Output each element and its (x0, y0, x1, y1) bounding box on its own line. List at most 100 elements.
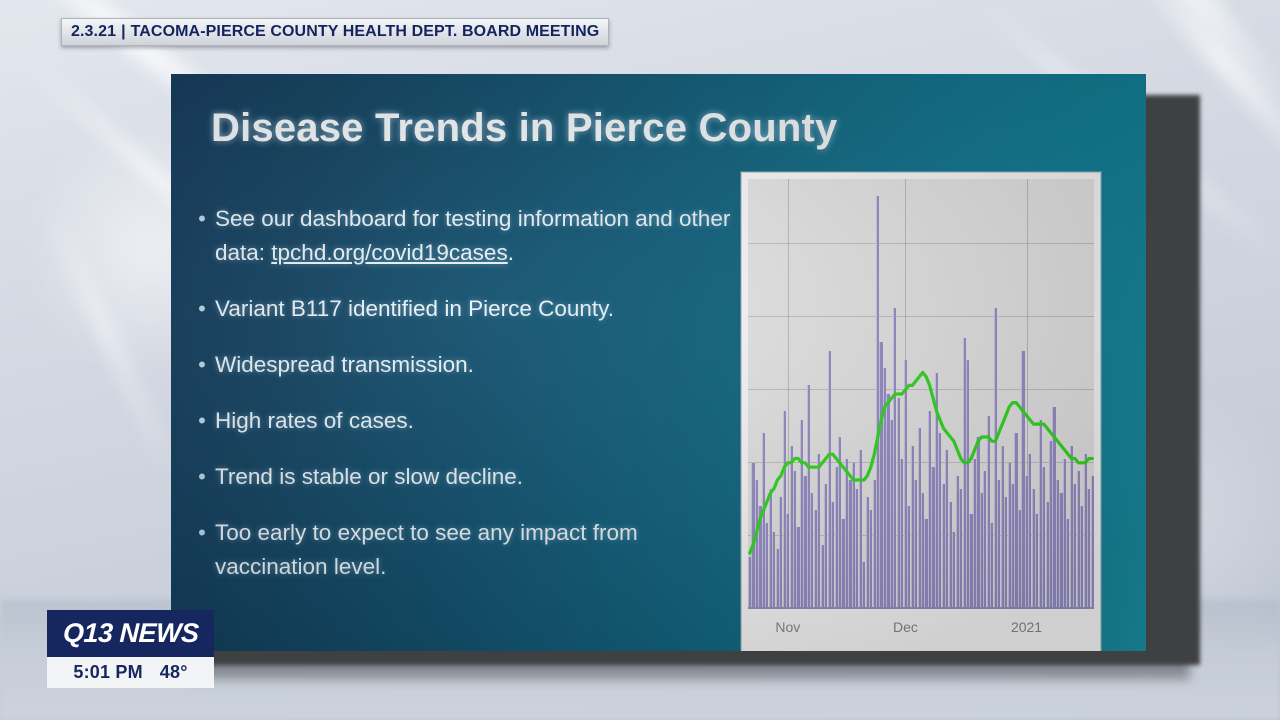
chart-bar (803, 475, 807, 609)
chart-bar (886, 394, 890, 609)
chart-bar (965, 359, 970, 609)
chart-gridline (787, 179, 789, 609)
headline-title: TACOMA-PIERCE COUNTY HEALTH DEPT. BOARD … (130, 23, 600, 40)
chart-bar (813, 510, 817, 609)
chart-bar (817, 454, 821, 609)
chart-bar (1076, 471, 1080, 609)
chart-bar (986, 415, 990, 609)
chart-bar (1080, 505, 1084, 609)
chart-x-axis: Nov Dec 2021 (748, 609, 1094, 649)
chart-bar (983, 471, 987, 609)
headline-banner: 2.3.21 | TACOMA-PIERCE COUNTY HEALTH DEP… (61, 18, 610, 46)
bullet-marker-icon: • (198, 352, 206, 377)
chart-bar (882, 368, 887, 609)
chart-bar (775, 548, 779, 609)
chart-gridline (748, 461, 1094, 463)
chart-bar (779, 497, 783, 609)
chart-bar (938, 432, 942, 609)
chart-bar (914, 480, 918, 609)
chart-bar (768, 488, 772, 609)
chart-x-tick-label: Nov (775, 619, 801, 635)
station-logo: Q13 NEWS (47, 610, 214, 657)
chart-bar (969, 514, 973, 609)
chart-bar (837, 437, 842, 609)
chart-bar (786, 514, 790, 609)
chart-bar (810, 492, 814, 609)
chart-bar (976, 437, 980, 609)
bullet-text: Too early to expect to see any impact fr… (215, 520, 638, 579)
chart-plot-area (748, 179, 1094, 609)
bullet-marker-icon: • (198, 408, 206, 433)
bullet-text: Variant B117 identified in Pierce County… (215, 296, 614, 321)
headline-date: 2.3.21 (71, 23, 117, 40)
chart-x-tick-label: 2021 (1010, 619, 1043, 635)
chart-bar (1017, 510, 1022, 609)
chart-bar (924, 518, 928, 609)
chart-average-polyline (750, 373, 1093, 554)
chart-bar (1073, 484, 1077, 609)
chart-bar (1021, 351, 1025, 609)
slide-bullet-list: • See our dashboard for testing informat… (189, 202, 749, 606)
station-bug: Q13 NEWS 5:01 PM 48° (47, 610, 214, 688)
chart-bar (858, 449, 862, 609)
chart-x-tick-label: Dec (892, 619, 918, 635)
clock-readout: 5:01 PM (73, 662, 143, 682)
chart-bar (865, 497, 869, 609)
bullet-text: Trend is stable or slow decline. (215, 464, 524, 489)
chart-bar (903, 359, 907, 609)
chart-bar (948, 501, 952, 609)
chart-bar (824, 484, 828, 609)
chart-bars (748, 179, 1094, 609)
chart-bar (1028, 454, 1032, 609)
chart-bar (876, 196, 880, 609)
chart-bar (1042, 467, 1046, 609)
bullet-text-after: . (507, 240, 514, 265)
chart-bar (1055, 480, 1060, 609)
chart-bar (841, 518, 845, 609)
bullet-item: • Variant B117 identified in Pierce Coun… (189, 292, 749, 326)
chart-bar (1007, 462, 1011, 609)
chart-bar (765, 523, 769, 609)
chart-bar (1038, 419, 1042, 609)
bullet-item: • Trend is stable or slow decline. (189, 460, 749, 494)
chart-bar (1031, 488, 1035, 609)
chart-bar (993, 308, 997, 609)
chart-bar (962, 338, 966, 609)
chart-bar (872, 480, 876, 609)
chart-bar (934, 372, 938, 609)
chart-bar (827, 351, 831, 609)
chart-bar (848, 480, 852, 609)
chart-bar (945, 449, 949, 609)
chart-bar (990, 523, 994, 609)
chart-bar (907, 505, 911, 609)
bullet-link[interactable]: tpchd.org/covid19cases (271, 240, 508, 265)
chart-bar (796, 527, 800, 609)
chart-bar (869, 510, 873, 609)
chart-bar (1083, 454, 1087, 609)
chart-bar (748, 557, 752, 609)
temperature-readout: 48° (159, 662, 188, 682)
bullet-item: • Widespread transmission. (189, 348, 749, 382)
bullet-item: • See our dashboard for testing informat… (189, 202, 749, 270)
chart-bar (972, 458, 977, 609)
bullet-text: See our dashboard for testing informatio… (215, 202, 749, 270)
bullet-marker-icon: • (198, 206, 206, 231)
chart-bar (844, 458, 849, 609)
chart-bar (792, 471, 797, 609)
chart-bar (761, 432, 765, 609)
epi-curve-chart: Nov Dec 2021 (741, 172, 1101, 651)
presentation-slide: Disease Trends in Pierce County • See ou… (171, 74, 1146, 651)
chart-gridline (748, 315, 1094, 317)
chart-bar (751, 462, 755, 609)
slide-title: Disease Trends in Pierce County (211, 106, 838, 150)
chart-average-line (748, 179, 1094, 609)
chart-bar (1004, 497, 1008, 609)
chart-bar (1087, 488, 1091, 609)
chart-bar (851, 462, 855, 609)
chart-bar (927, 411, 932, 609)
chart-bar (1059, 492, 1063, 609)
chart-bar (1066, 518, 1070, 609)
chart-bar (1035, 514, 1039, 609)
chart-bar (941, 484, 945, 609)
bullet-marker-icon: • (198, 296, 206, 321)
